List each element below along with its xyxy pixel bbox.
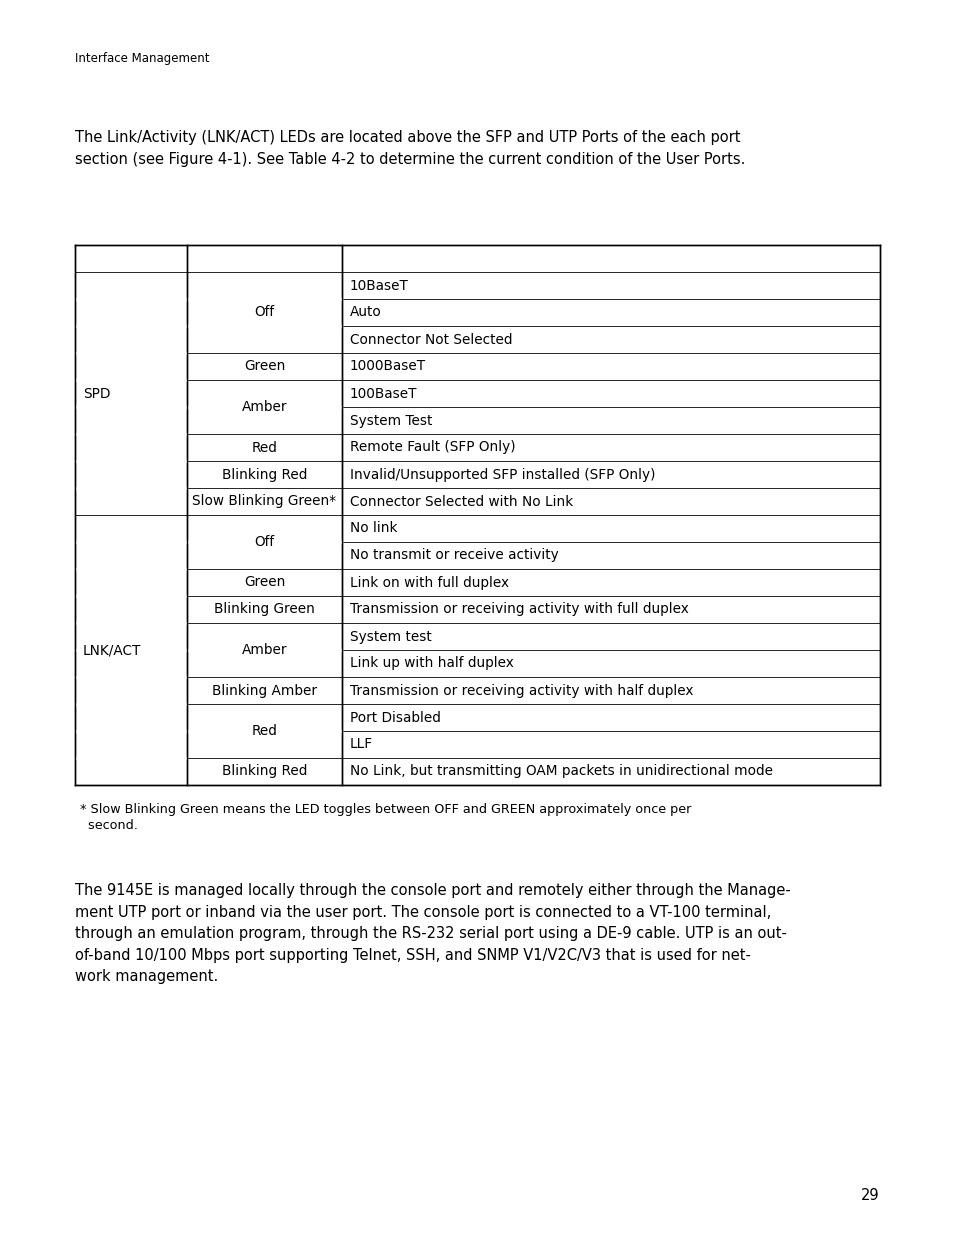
Text: SPD: SPD <box>83 387 111 400</box>
Text: Slow Blinking Green*: Slow Blinking Green* <box>193 494 336 509</box>
Text: Blinking Amber: Blinking Amber <box>212 683 316 698</box>
Text: Red: Red <box>252 441 277 454</box>
Text: Auto: Auto <box>350 305 381 320</box>
Text: Remote Fault (SFP Only): Remote Fault (SFP Only) <box>350 441 515 454</box>
Text: No transmit or receive activity: No transmit or receive activity <box>350 548 558 562</box>
Text: Invalid/Unsupported SFP installed (SFP Only): Invalid/Unsupported SFP installed (SFP O… <box>350 468 655 482</box>
Text: LNK/ACT: LNK/ACT <box>83 643 141 657</box>
Text: Transmission or receiving activity with half duplex: Transmission or receiving activity with … <box>350 683 693 698</box>
Text: Blinking Red: Blinking Red <box>222 764 307 778</box>
Text: Off: Off <box>254 535 274 550</box>
Text: Green: Green <box>244 576 285 589</box>
Text: second.: second. <box>80 819 138 832</box>
Text: No link: No link <box>350 521 397 536</box>
Text: Connector Selected with No Link: Connector Selected with No Link <box>350 494 573 509</box>
Text: Green: Green <box>244 359 285 373</box>
Text: System test: System test <box>350 630 432 643</box>
Text: Blinking Red: Blinking Red <box>222 468 307 482</box>
Text: Off: Off <box>254 305 274 320</box>
Text: 10BaseT: 10BaseT <box>350 279 409 293</box>
Text: Red: Red <box>252 724 277 739</box>
Text: Connector Not Selected: Connector Not Selected <box>350 332 512 347</box>
Text: The 9145E is managed locally through the console port and remotely either throug: The 9145E is managed locally through the… <box>75 883 790 984</box>
Text: * Slow Blinking Green means the LED toggles between OFF and GREEN approximately : * Slow Blinking Green means the LED togg… <box>80 803 691 816</box>
Text: Link up with half duplex: Link up with half duplex <box>350 657 514 671</box>
Text: Transmission or receiving activity with full duplex: Transmission or receiving activity with … <box>350 603 688 616</box>
Text: The Link/Activity (LNK/ACT) LEDs are located above the SFP and UTP Ports of the : The Link/Activity (LNK/ACT) LEDs are loc… <box>75 130 744 167</box>
Text: LLF: LLF <box>350 737 373 752</box>
Text: System Test: System Test <box>350 414 432 427</box>
Text: Blinking Green: Blinking Green <box>213 603 314 616</box>
Text: Interface Management: Interface Management <box>75 52 210 65</box>
Text: Link on with full duplex: Link on with full duplex <box>350 576 509 589</box>
Text: 1000BaseT: 1000BaseT <box>350 359 426 373</box>
Text: Port Disabled: Port Disabled <box>350 710 440 725</box>
Text: 29: 29 <box>861 1188 879 1203</box>
Text: Amber: Amber <box>241 643 287 657</box>
Text: Amber: Amber <box>241 400 287 414</box>
Text: No Link, but transmitting OAM packets in unidirectional mode: No Link, but transmitting OAM packets in… <box>350 764 772 778</box>
Text: 100BaseT: 100BaseT <box>350 387 417 400</box>
